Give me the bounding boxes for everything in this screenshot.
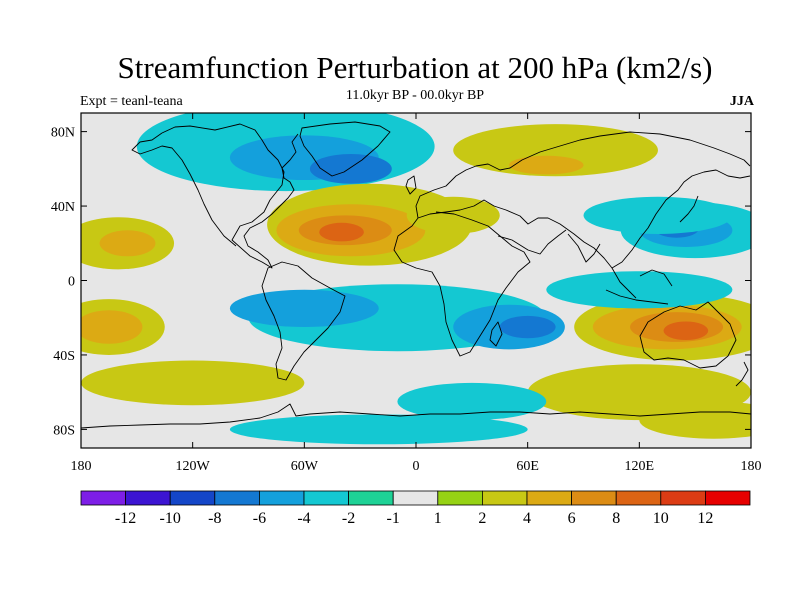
field-contour-2 <box>309 153 392 184</box>
field-contour-4 <box>509 155 584 175</box>
lon-tick-label: 0 <box>413 459 420 474</box>
colorbar-swatch <box>303 490 349 506</box>
lon-tick-label: 60E <box>516 459 539 474</box>
field-contour-25 <box>499 315 556 339</box>
colorbar-label: 4 <box>523 510 531 527</box>
colorbar-label: -6 <box>253 510 266 527</box>
colorbar-label: 12 <box>697 510 713 527</box>
lon-tick-label: 180 <box>71 459 92 474</box>
colorbar-label: -4 <box>297 510 310 527</box>
field-contour-23 <box>229 289 379 328</box>
colorbar-label: -12 <box>115 510 136 527</box>
field-contour-15 <box>99 230 156 257</box>
colorbar-swatch <box>169 490 216 506</box>
lat-tick-label: 40N <box>51 200 75 215</box>
lat-tick-label: 80S <box>53 423 75 438</box>
colorbar-label: 8 <box>612 510 620 527</box>
streamfunction-field <box>81 113 751 448</box>
colorbar-label: -8 <box>208 510 221 527</box>
colorbar-label: 10 <box>653 510 669 527</box>
colorbar-label: 2 <box>478 510 486 527</box>
field-contour-21 <box>663 321 709 341</box>
field-contour-9 <box>406 196 500 234</box>
lon-tick-label: 120W <box>176 459 211 474</box>
field-contour-31 <box>639 401 751 439</box>
colorbar-label: -2 <box>342 510 355 527</box>
colorbar-swatch <box>258 490 305 506</box>
colorbar-swatch <box>705 490 751 506</box>
colorbar-label: 6 <box>568 510 576 527</box>
colorbar: -12 -10 -8 -6 -4 -2 -1 1 2 4 6 8 10 12 <box>80 490 751 527</box>
field-contour-27 <box>81 360 305 406</box>
chart-title: Streamfunction Perturbation at 200 hPa (… <box>117 50 713 85</box>
field-contour-30 <box>229 414 528 445</box>
colorbar-swatch <box>392 490 439 506</box>
colorbar-swatch <box>348 490 394 506</box>
colorbar-swatch <box>80 490 126 506</box>
colorbar-swatch <box>125 490 171 506</box>
lon-tick-label: 180 <box>741 459 762 474</box>
axis-ticks: 80N 40N 0 40S 80S 180 120W 60W 0 60E 120E 180 <box>51 113 762 474</box>
colorbar-label: -1 <box>387 510 400 527</box>
colorbar-swatch <box>437 490 483 506</box>
colorbar-label: 1 <box>434 510 442 527</box>
coastlines <box>81 121 751 429</box>
lat-tick-label: 0 <box>68 275 75 290</box>
lon-tick-label: 60W <box>291 459 319 474</box>
field-contour-17 <box>81 310 143 344</box>
colorbar-swatch <box>481 490 528 506</box>
experiment-label: Expt = teanl-teana <box>80 94 183 109</box>
field-contour-3 <box>453 124 658 177</box>
lon-tick-label: 120E <box>625 459 655 474</box>
colorbar-swatch <box>214 490 260 506</box>
colorbar-label: -10 <box>160 510 181 527</box>
field-contour-29 <box>397 382 547 421</box>
field-contour-13 <box>583 196 733 234</box>
colorbar-swatch <box>615 490 662 506</box>
colorbar-swatch <box>660 490 706 506</box>
colorbar-swatch <box>526 490 572 506</box>
field-contour-8 <box>319 222 364 242</box>
season-label: JJA <box>729 94 754 109</box>
colorbar-swatch <box>571 490 617 506</box>
lat-tick-label: 80N <box>51 126 75 141</box>
field-contour-26 <box>546 271 733 309</box>
chart-subtitle: 11.0kyr BP - 00.0kyr BP <box>345 88 485 103</box>
lat-tick-label: 40S <box>53 349 75 364</box>
